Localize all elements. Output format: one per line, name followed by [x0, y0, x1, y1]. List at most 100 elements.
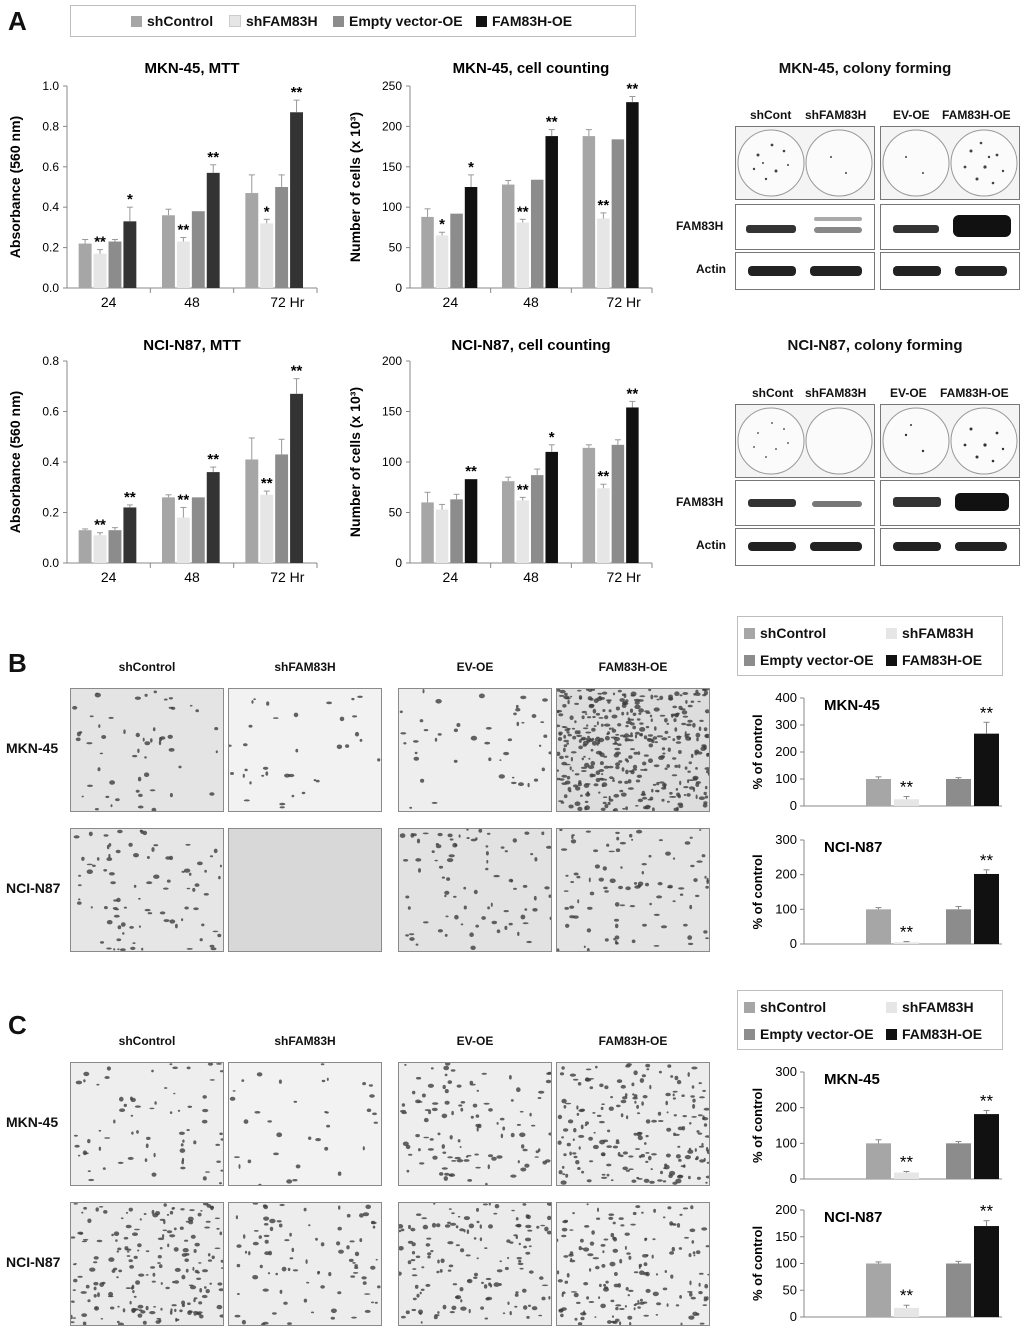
bar: [582, 447, 596, 563]
cell-dot: [566, 742, 569, 745]
cell-dot: [87, 1218, 92, 1224]
cell-dot: [585, 713, 588, 715]
cell-dot: [588, 1136, 593, 1141]
cell-dot: [608, 1106, 614, 1111]
cell-dot: [648, 854, 652, 858]
cell-dot: [600, 807, 606, 811]
cell-dot: [602, 801, 607, 805]
cell-dot: [324, 1146, 329, 1151]
cell-dot: [116, 1320, 120, 1324]
cell-dot: [81, 1240, 87, 1243]
cell-dot: [669, 796, 674, 798]
micrograph-image: [228, 828, 382, 952]
cell-dot: [153, 1306, 157, 1308]
cell-dot: [613, 736, 620, 742]
cell-dot: [120, 922, 126, 927]
cell-dot: [169, 1234, 176, 1238]
cell-dot: [561, 1165, 565, 1169]
cell-dot: [586, 1203, 589, 1206]
cell-dot: [108, 853, 111, 859]
cell-dot: [698, 1145, 704, 1148]
cell-dot: [606, 843, 610, 847]
cell-dot: [563, 744, 568, 748]
cell-dot: [437, 1311, 440, 1314]
cell-dot: [675, 1304, 680, 1307]
legend-item-shfam83h: shFAM83H: [886, 999, 974, 1015]
cell-dot: [458, 834, 461, 838]
cell-dot: [601, 1103, 605, 1105]
legend-label: Empty vector-OE: [349, 13, 463, 29]
cell-dot: [103, 869, 108, 872]
cell-dot: [563, 890, 569, 892]
y-tick-label: 0.8: [42, 119, 59, 133]
cell-dot: [484, 1317, 489, 1320]
cell-dot: [613, 793, 620, 798]
cell-dot: [412, 1268, 417, 1270]
cell-dot: [168, 697, 173, 700]
cell-dot: [584, 806, 588, 811]
cell-dot: [244, 768, 248, 772]
cell-dot: [466, 1278, 473, 1284]
cell-dot: [326, 701, 332, 705]
cell-dot: [631, 1179, 637, 1183]
cell-dot: [529, 1112, 532, 1117]
y-tick-label: 250: [382, 79, 402, 93]
cell-dot: [457, 1139, 461, 1143]
cell-dot: [364, 1293, 371, 1295]
cell-dot: [517, 931, 520, 936]
cell-dot: [184, 906, 189, 910]
cell-dot: [137, 1304, 144, 1309]
cell-dot: [484, 741, 491, 745]
cell-dot: [72, 1289, 76, 1291]
cell-dot: [510, 1132, 515, 1138]
cell-dot: [444, 933, 448, 937]
y-tick-label: 0: [790, 936, 797, 951]
cell-dot: [639, 727, 646, 732]
cell-dot: [279, 802, 286, 806]
cell-dot: [511, 776, 515, 779]
cell-dot: [688, 1175, 691, 1180]
cell-dot: [642, 796, 648, 800]
significance-marker: *: [468, 159, 474, 176]
y-tick-label: 100: [382, 200, 402, 214]
blot-row-label: FAM83H: [676, 495, 724, 509]
cell-dot: [146, 1136, 151, 1140]
cell-dot: [92, 864, 96, 867]
cell-dot: [362, 1281, 367, 1285]
cell-dot: [261, 1322, 266, 1325]
cell-dot: [684, 766, 688, 770]
cell-dot: [507, 738, 513, 742]
cell-dot: [169, 919, 176, 924]
cell-dot: [198, 1262, 202, 1264]
cell-dot: [625, 769, 629, 775]
cell-dot: [131, 1286, 134, 1290]
cell-dot: [444, 1100, 450, 1105]
cell-dot: [77, 1154, 81, 1157]
cell-dot: [591, 737, 595, 741]
cell-dot: [612, 1145, 619, 1149]
cell-dot: [440, 1258, 445, 1264]
bar: [162, 497, 175, 563]
cell-dot: [666, 1111, 669, 1114]
cell-dot: [326, 1124, 331, 1128]
micrograph-image: [228, 1202, 382, 1326]
cell-dot: [414, 751, 418, 755]
cell-dot: [115, 849, 121, 854]
cell-dot: [370, 1221, 377, 1225]
cell-dot: [570, 1257, 573, 1261]
cell-dot: [106, 920, 113, 925]
cell-dot: [519, 1132, 526, 1138]
cell-dot: [295, 748, 299, 753]
cell-dot: [576, 1105, 579, 1110]
cell-dot: [211, 1255, 215, 1260]
x-tick-label: 72 Hr: [270, 294, 305, 310]
cell-dot: [186, 1066, 191, 1070]
cell-dot: [648, 689, 652, 692]
cell-dot: [202, 1108, 209, 1113]
cell-dot: [399, 1246, 404, 1251]
cell-dot: [692, 775, 699, 780]
cell-dot: [186, 1129, 190, 1131]
cell-dot: [266, 701, 270, 706]
cell-dot: [530, 853, 534, 856]
